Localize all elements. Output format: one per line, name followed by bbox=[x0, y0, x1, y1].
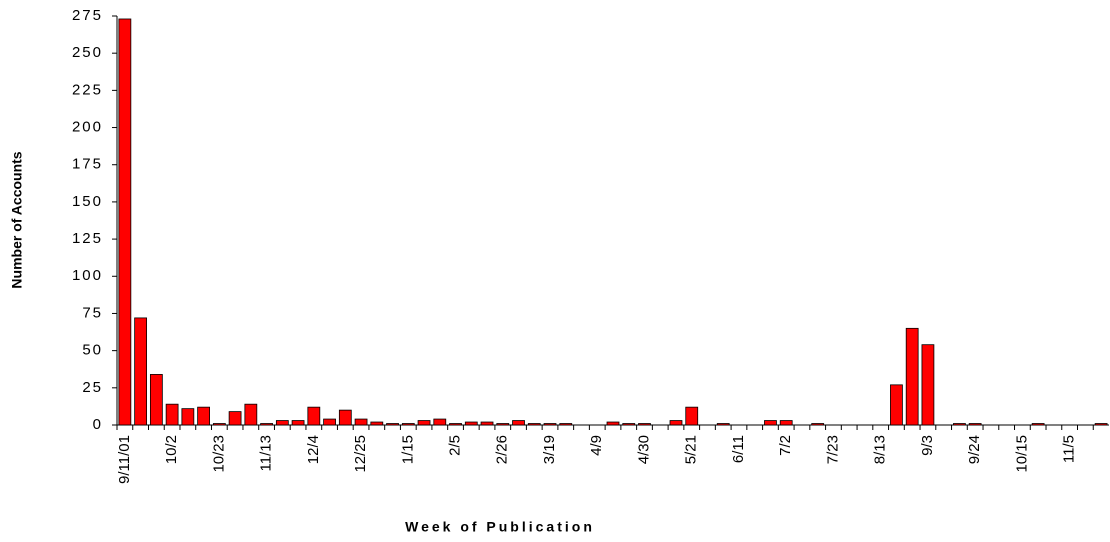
bar bbox=[669, 420, 683, 426]
bar bbox=[559, 423, 573, 426]
x-tick-label: 10/15 bbox=[1013, 435, 1030, 473]
bar bbox=[512, 420, 525, 426]
y-tick-label: 200 bbox=[72, 119, 103, 136]
bar bbox=[370, 421, 384, 426]
y-tick-label: 25 bbox=[82, 379, 103, 396]
bar bbox=[354, 418, 368, 426]
bar bbox=[622, 423, 636, 426]
bar bbox=[496, 423, 510, 426]
x-tick-label: 12/4 bbox=[305, 435, 322, 464]
x-tick-label: 6/11 bbox=[730, 435, 747, 463]
y-tick-label: 225 bbox=[72, 81, 103, 98]
x-tick-label: 9/3 bbox=[919, 435, 936, 456]
bar bbox=[811, 423, 825, 426]
bar bbox=[685, 406, 699, 426]
bar bbox=[401, 423, 415, 426]
x-tick-label: 11/13 bbox=[258, 435, 275, 471]
bar bbox=[386, 423, 399, 426]
bar bbox=[149, 374, 163, 426]
bar bbox=[449, 423, 462, 426]
bar bbox=[275, 420, 289, 426]
bar bbox=[638, 423, 651, 426]
x-tick-label: 8/13 bbox=[872, 435, 889, 464]
x-tick-label: 10/2 bbox=[163, 435, 180, 464]
x-tick-label: 10/23 bbox=[210, 435, 227, 473]
bar bbox=[197, 406, 210, 426]
y-tick-label: 75 bbox=[82, 304, 103, 321]
x-tick-label: 1/15 bbox=[399, 435, 416, 464]
bar bbox=[527, 423, 541, 426]
bar bbox=[716, 423, 730, 426]
x-axis-title: Week of Publication bbox=[405, 519, 595, 535]
bar bbox=[433, 418, 447, 426]
x-tick-label: 11/5 bbox=[1061, 435, 1078, 463]
bar bbox=[968, 423, 982, 426]
y-axis-title: Number of Accounts bbox=[9, 151, 25, 288]
x-tick-label: 12/25 bbox=[352, 435, 369, 473]
bar bbox=[212, 423, 226, 426]
bar bbox=[291, 420, 305, 426]
bar bbox=[1094, 423, 1108, 426]
bar bbox=[464, 421, 478, 426]
bar bbox=[260, 423, 273, 426]
x-tick-label: 7/2 bbox=[777, 435, 794, 456]
x-tick-label: 5/21 bbox=[683, 435, 700, 464]
x-tick-label: 4/9 bbox=[588, 435, 605, 456]
bar bbox=[118, 18, 132, 426]
bar bbox=[1031, 423, 1045, 426]
bar bbox=[480, 421, 494, 426]
bar bbox=[134, 317, 148, 426]
bar bbox=[338, 409, 352, 426]
y-tick-label: 175 bbox=[72, 156, 103, 173]
bar bbox=[890, 384, 903, 426]
x-tick-label: 9/11/01 bbox=[116, 435, 133, 484]
bar bbox=[417, 420, 431, 426]
bar bbox=[921, 344, 935, 426]
bar bbox=[307, 406, 321, 426]
bar bbox=[244, 403, 258, 426]
bar bbox=[953, 423, 966, 426]
x-tick-label: 3/19 bbox=[541, 435, 558, 464]
y-tick-label: 100 bbox=[72, 267, 103, 284]
bar bbox=[764, 420, 777, 426]
x-tick-label: 7/23 bbox=[824, 435, 841, 464]
bar bbox=[606, 421, 620, 426]
x-tick-label: 9/24 bbox=[966, 435, 983, 464]
x-tick-label: 2/5 bbox=[447, 435, 464, 456]
y-tick-label: 50 bbox=[82, 342, 103, 359]
bar bbox=[165, 403, 179, 426]
bar bbox=[543, 423, 557, 426]
y-tick-label: 250 bbox=[72, 44, 103, 61]
y-tick-label: 150 bbox=[72, 193, 103, 210]
bar bbox=[323, 418, 336, 426]
x-tick-label: 4/30 bbox=[635, 435, 652, 464]
bar bbox=[228, 411, 242, 426]
y-tick-label: 275 bbox=[72, 7, 103, 24]
bar bbox=[181, 408, 195, 426]
y-tick-label: 125 bbox=[72, 230, 103, 247]
x-tick-label: 2/26 bbox=[494, 435, 511, 464]
bar bbox=[779, 420, 793, 426]
bar bbox=[905, 327, 919, 426]
y-tick-label: 0 bbox=[93, 416, 103, 433]
